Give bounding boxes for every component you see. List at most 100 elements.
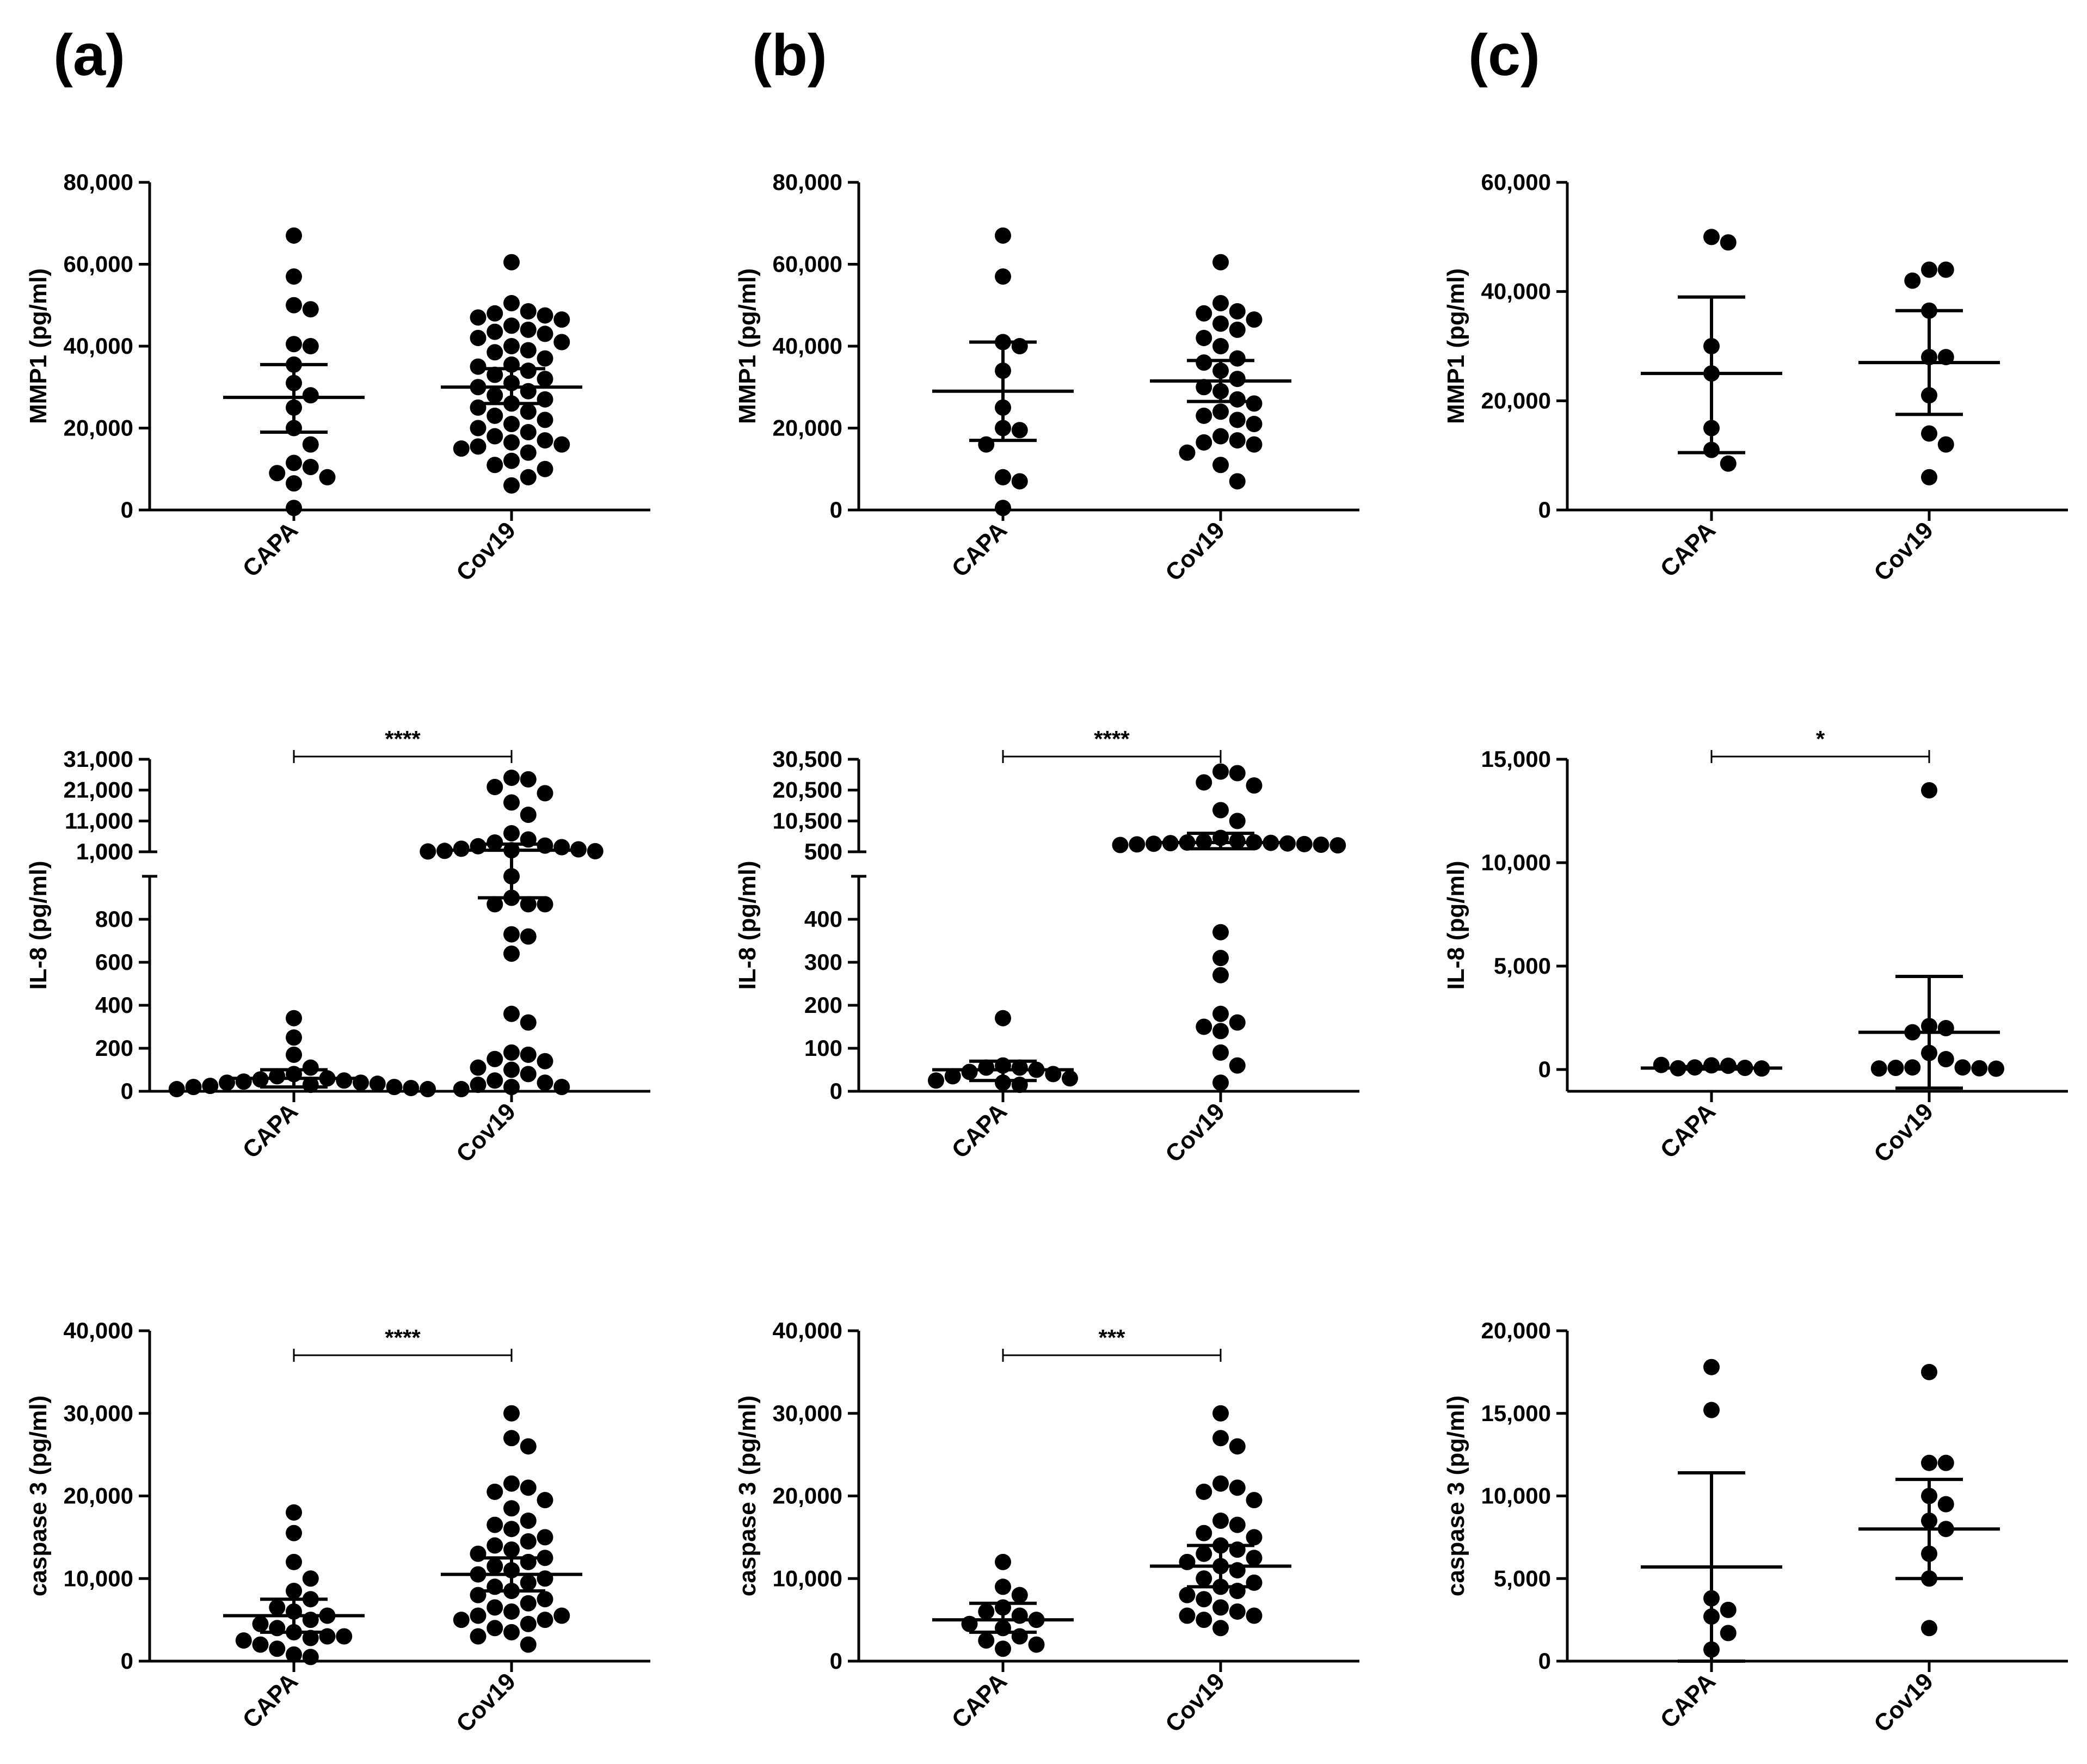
data-point xyxy=(1937,1454,1954,1471)
data-point xyxy=(336,1072,353,1089)
data-point xyxy=(487,896,503,913)
data-point xyxy=(503,1079,520,1096)
data-point xyxy=(587,843,604,859)
y-axis-label: caspase 3 (pg/ml) xyxy=(1443,1396,1469,1596)
data-point xyxy=(520,771,537,788)
data-point xyxy=(487,1620,503,1637)
data-point xyxy=(336,1628,353,1645)
data-point xyxy=(1212,1005,1229,1022)
y-tick-label: 0 xyxy=(1538,497,1551,523)
charts-group: 0 20,000 40,000 60,000 80,000 MMP1 (pg/ml) CAP… xyxy=(25,169,2068,1737)
chart-b-3: 0 10,000 20,000 30,000 40,000 caspase 3 (pg/m… xyxy=(734,1318,1359,1737)
data-point xyxy=(1212,457,1229,474)
x-tick-label: Cov19 xyxy=(1160,1098,1230,1167)
data-point xyxy=(995,1578,1011,1595)
data-point xyxy=(995,1553,1011,1570)
data-point xyxy=(1196,379,1212,396)
y-tick-label: 0 xyxy=(1538,1056,1551,1082)
y-axis-label: caspase 3 (pg/ml) xyxy=(734,1396,761,1596)
data-point xyxy=(978,1603,995,1620)
y-tick-label: 400 xyxy=(95,992,133,1018)
data-point xyxy=(1212,315,1229,332)
significance-label: **** xyxy=(385,1325,421,1350)
data-point xyxy=(537,371,553,388)
y-tick-label: 5,000 xyxy=(1494,1565,1551,1591)
data-point xyxy=(1703,229,1720,245)
data-point xyxy=(1937,261,1954,278)
data-point xyxy=(1212,1599,1229,1616)
chart-c-2: 0 5,000 10,000 15,000 IL-8 (pg/ml) CAPA Cov19 * xyxy=(1443,726,2068,1167)
y-tick-label: 15,000 xyxy=(1481,1400,1551,1426)
y-tick-label: 1,000 xyxy=(76,839,133,864)
data-point xyxy=(995,500,1011,517)
data-point xyxy=(1196,1591,1212,1608)
data-point xyxy=(553,839,570,856)
y-tick-label: 10,500 xyxy=(773,808,842,833)
y-tick-label: 0 xyxy=(830,1648,842,1674)
data-point xyxy=(520,444,537,461)
data-point xyxy=(286,500,302,517)
y-tick-label: 40,000 xyxy=(1481,279,1551,304)
x-tick-label: Cov19 xyxy=(1869,1098,1938,1167)
data-point xyxy=(1246,1529,1263,1546)
significance-label: *** xyxy=(1098,1325,1125,1350)
data-point xyxy=(1212,802,1229,819)
data-point xyxy=(1212,428,1229,445)
data-point xyxy=(453,1612,470,1628)
y-tick-label: 80,000 xyxy=(773,169,842,195)
data-point xyxy=(302,1630,319,1646)
y-tick-label: 20,000 xyxy=(64,1483,133,1509)
data-point xyxy=(1196,1018,1212,1035)
data-point xyxy=(537,1492,553,1509)
data-point xyxy=(503,1005,520,1022)
data-point xyxy=(235,1632,252,1649)
y-tick-label: 200 xyxy=(804,992,842,1018)
data-point xyxy=(537,432,553,449)
data-point xyxy=(286,297,302,314)
y-axis-label: caspase 3 (pg/ml) xyxy=(25,1396,52,1596)
data-point xyxy=(1229,1438,1246,1455)
y-axis-label: MMP1 (pg/ml) xyxy=(25,268,52,424)
data-point xyxy=(520,1513,537,1529)
y-tick-label: 0 xyxy=(830,1078,842,1104)
y-tick-label: 20,000 xyxy=(773,415,842,441)
data-point xyxy=(520,1636,537,1653)
data-point xyxy=(1129,836,1146,853)
x-tick-label: Cov19 xyxy=(451,1098,521,1167)
chart-c-1: 0 20,000 40,000 60,000 MMP1 (pg/ml) CAPA Cov19 xyxy=(1443,169,2068,586)
chart-b-2: 010020030040050050010,50020,50030,500IL-… xyxy=(734,726,1359,1167)
chart-b-1: 0 20,000 40,000 60,000 80,000 MMP1 (pg/ml) CAP… xyxy=(734,169,1359,586)
data-point xyxy=(1246,777,1263,794)
data-point xyxy=(503,1541,520,1558)
data-point xyxy=(286,1010,302,1027)
data-point xyxy=(470,1607,487,1624)
chart-c-3: 0 5,000 10,000 15,000 20,000 caspase 3 (pg/ml… xyxy=(1443,1318,2068,1737)
data-point xyxy=(487,387,503,404)
data-point xyxy=(269,1599,286,1616)
data-point xyxy=(1229,350,1246,367)
data-point xyxy=(1921,261,1937,278)
data-point xyxy=(520,1046,537,1063)
panel-label-c: (c) xyxy=(1468,22,1540,88)
data-point xyxy=(1212,924,1229,941)
chart-a-3: 0 10,000 20,000 30,000 40,000 caspase 3 (pg/m… xyxy=(25,1318,650,1737)
data-point xyxy=(1988,1060,2004,1077)
data-point xyxy=(1229,321,1246,338)
data-point xyxy=(503,945,520,962)
data-point xyxy=(420,843,436,860)
data-point xyxy=(185,1079,202,1096)
data-point xyxy=(520,807,537,823)
data-point xyxy=(302,301,319,318)
data-point xyxy=(286,268,302,285)
data-point xyxy=(503,254,520,271)
data-point xyxy=(1904,272,1921,289)
x-tick-label: Cov19 xyxy=(1869,1668,1938,1737)
data-point xyxy=(302,1077,319,1093)
data-point xyxy=(1887,1059,1904,1076)
data-point xyxy=(1196,354,1212,371)
data-point xyxy=(1212,1044,1229,1061)
y-axis-label: IL-8 (pg/ml) xyxy=(734,861,761,989)
data-point xyxy=(1246,395,1263,412)
x-tick-label: CAPA xyxy=(947,1668,1013,1734)
data-point xyxy=(1011,1059,1028,1076)
